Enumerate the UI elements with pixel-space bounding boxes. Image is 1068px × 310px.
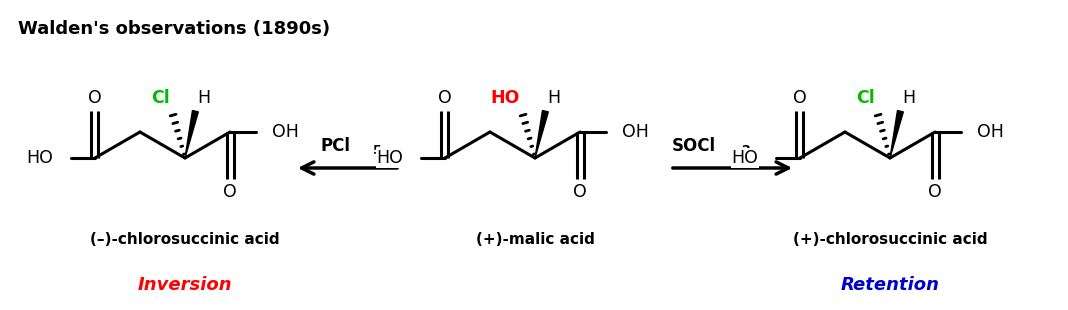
Text: 5: 5	[373, 144, 381, 157]
Text: (–)-chlorosuccinic acid: (–)-chlorosuccinic acid	[90, 232, 280, 247]
Text: O: O	[574, 183, 587, 201]
Text: H: H	[548, 89, 561, 107]
Text: HO: HO	[732, 149, 758, 167]
Text: OH: OH	[976, 123, 1004, 141]
Text: Inversion: Inversion	[138, 276, 233, 294]
Text: Retention: Retention	[841, 276, 940, 294]
Text: Walden's observations (1890s): Walden's observations (1890s)	[18, 20, 330, 38]
Text: HO: HO	[376, 149, 404, 167]
Text: OH: OH	[271, 123, 299, 141]
Text: O: O	[928, 183, 942, 201]
Text: SOCl: SOCl	[672, 137, 716, 155]
Text: HO: HO	[490, 89, 520, 107]
Text: O: O	[794, 89, 806, 107]
Polygon shape	[185, 111, 199, 158]
Text: HO: HO	[27, 149, 53, 167]
Polygon shape	[535, 111, 548, 158]
Text: 2: 2	[742, 144, 751, 157]
Polygon shape	[890, 111, 904, 158]
Text: (+)-malic acid: (+)-malic acid	[475, 232, 595, 247]
Text: Cl: Cl	[152, 89, 170, 107]
Text: (+)-chlorosuccinic acid: (+)-chlorosuccinic acid	[792, 232, 987, 247]
Text: H: H	[198, 89, 210, 107]
Text: H: H	[902, 89, 915, 107]
Text: Cl: Cl	[857, 89, 875, 107]
Text: O: O	[438, 89, 452, 107]
Text: O: O	[223, 183, 237, 201]
Text: OH: OH	[622, 123, 648, 141]
Text: PCl: PCl	[320, 137, 350, 155]
Text: O: O	[88, 89, 101, 107]
